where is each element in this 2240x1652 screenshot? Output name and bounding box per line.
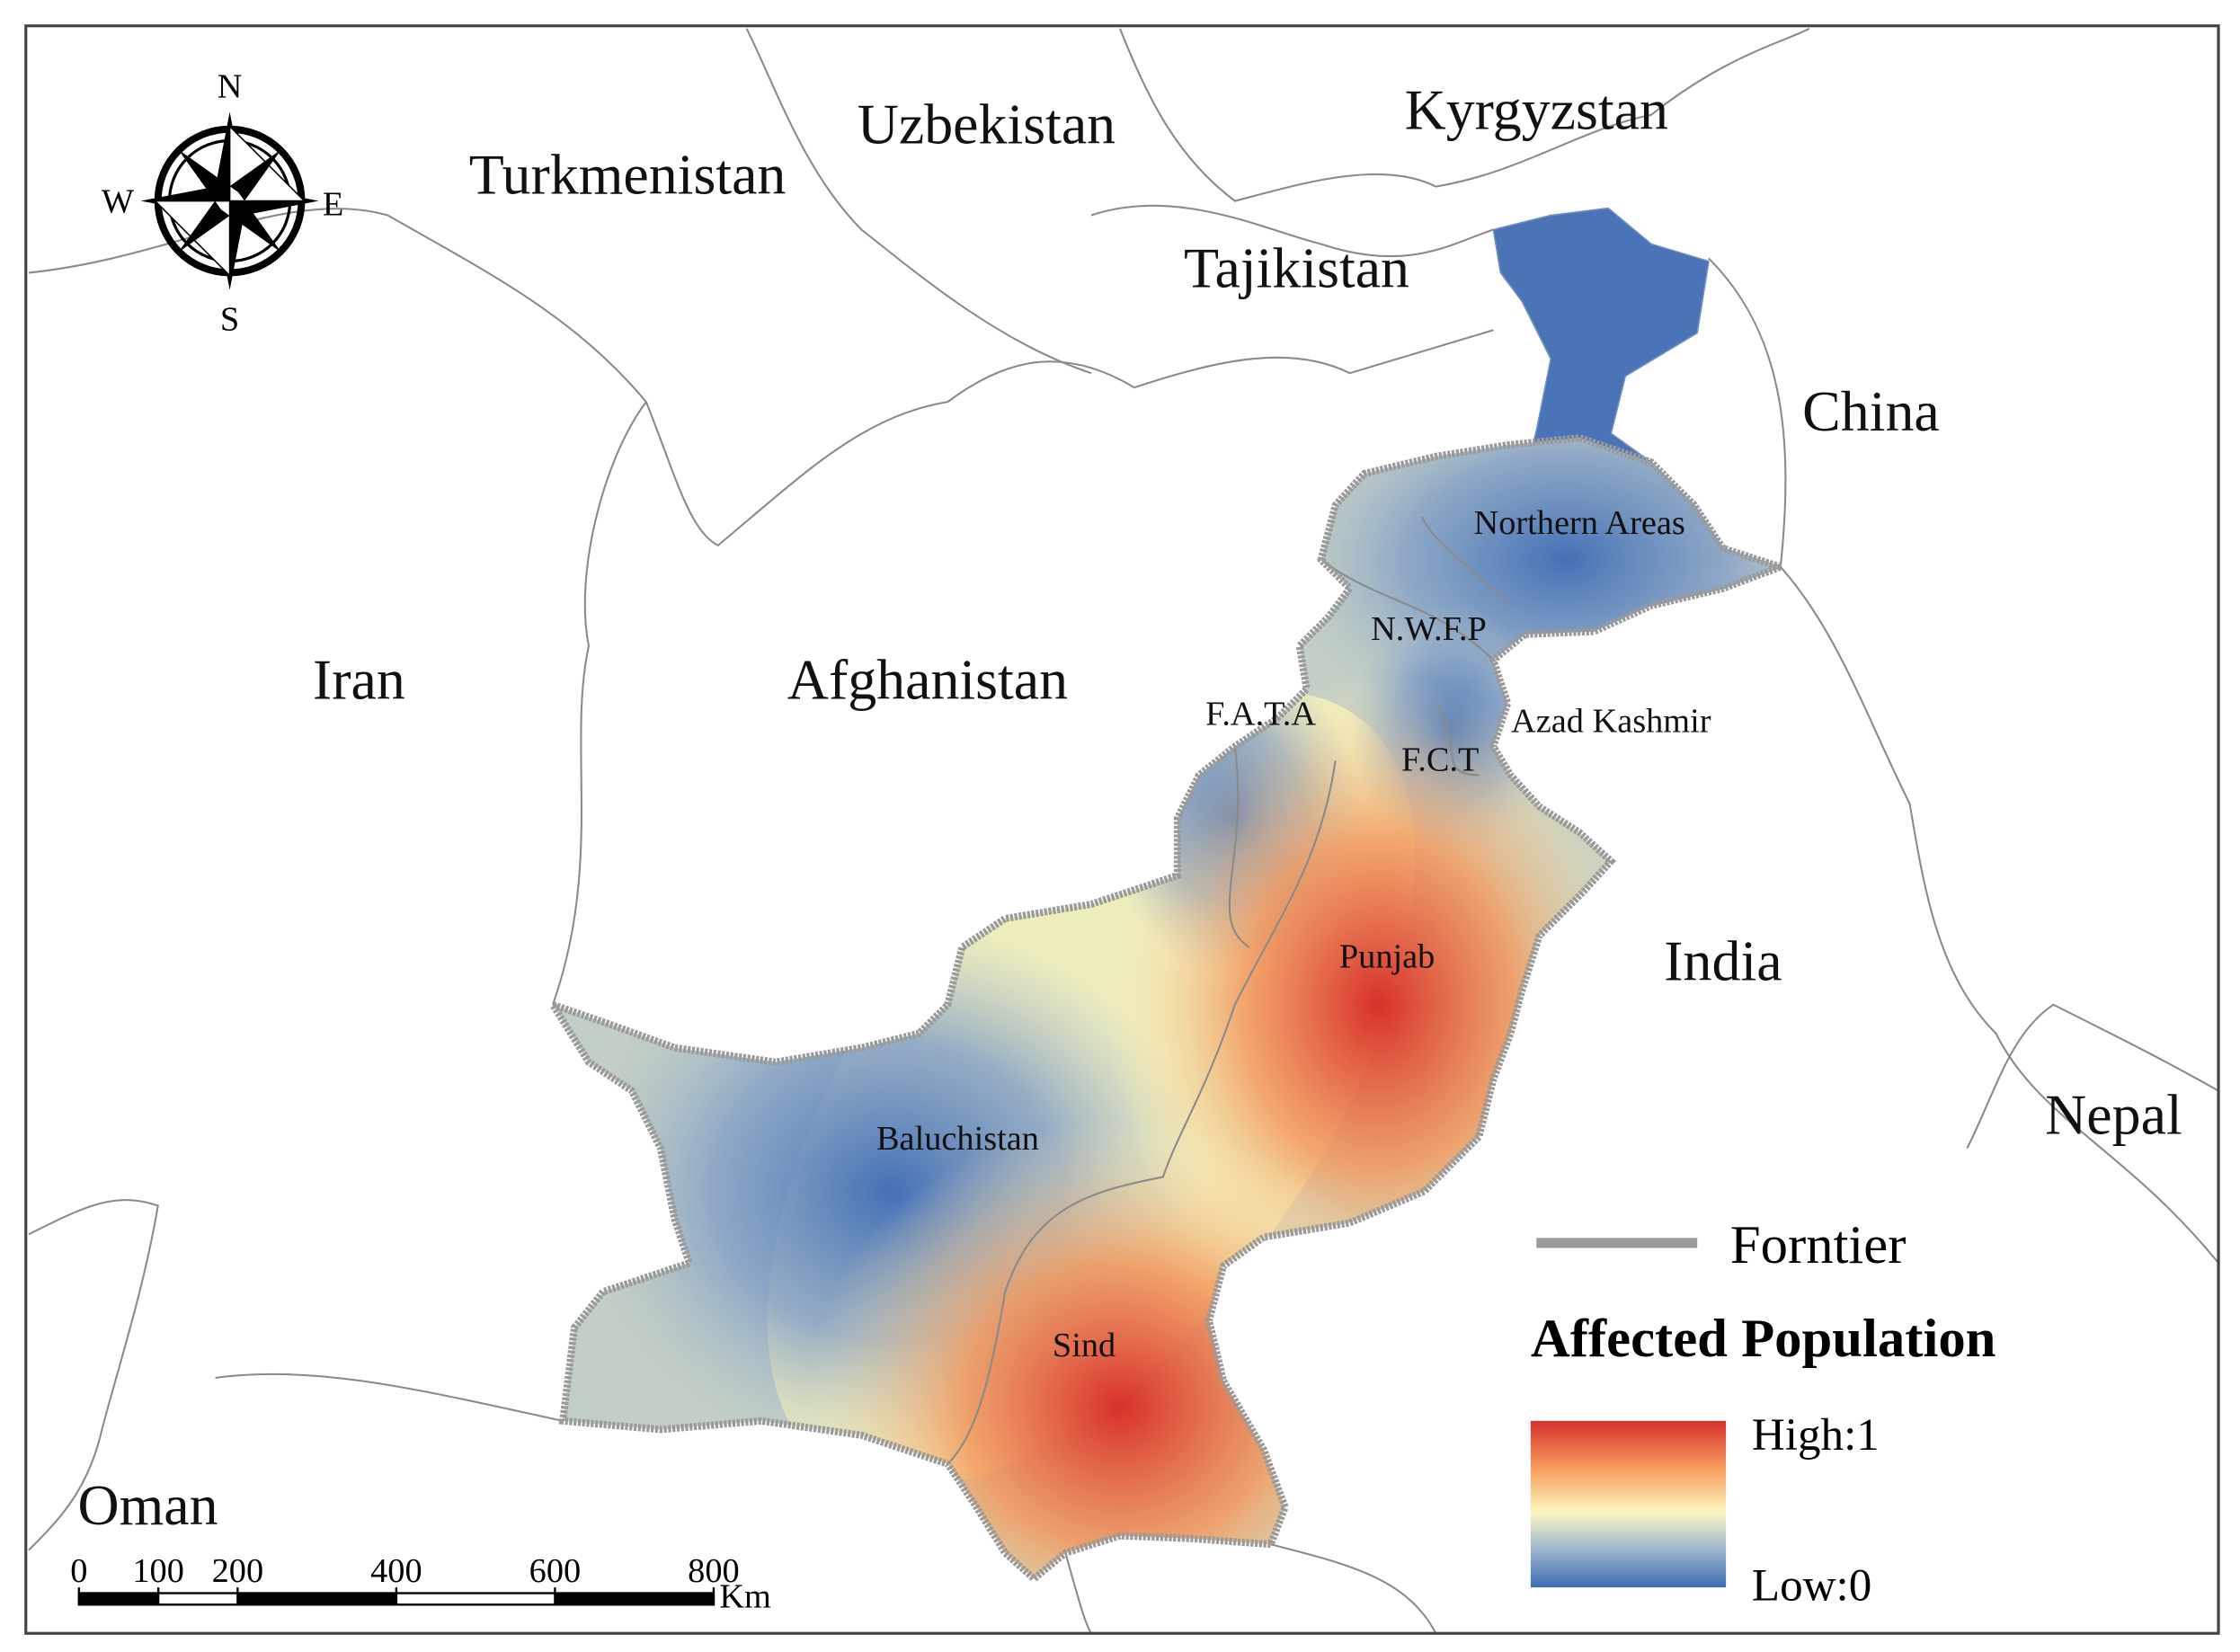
legend: Forntier Affected Population High:1 Low:… xyxy=(1530,1215,1996,1612)
compass-n: N xyxy=(218,68,243,106)
province-label: Sind xyxy=(1053,1327,1116,1364)
country-label: Afghanistan xyxy=(787,648,1068,712)
province-label: Northern Areas xyxy=(1474,504,1685,542)
scale-label: 400 xyxy=(370,1552,422,1590)
province-label: Punjab xyxy=(1339,937,1436,975)
frontier xyxy=(544,433,1791,1584)
province-label: Baluchistan xyxy=(876,1120,1039,1158)
province-label: N.W.F.P xyxy=(1371,610,1487,648)
country-label: India xyxy=(1664,929,1782,993)
scale-label: 200 xyxy=(212,1552,264,1590)
compass: N S W E xyxy=(102,68,343,339)
scale-segment xyxy=(237,1593,396,1605)
country-label: Iran xyxy=(313,648,405,712)
country-label: Turkmenistan xyxy=(469,143,787,207)
country-borders xyxy=(28,28,2219,1634)
legend-title: Affected Population xyxy=(1531,1309,1996,1369)
province-label: F.A.T.A xyxy=(1205,695,1316,733)
scale-label: 100 xyxy=(132,1552,184,1590)
legend-ramp xyxy=(1530,1420,1727,1588)
compass-e: E xyxy=(323,186,343,224)
scale-segment xyxy=(78,1593,159,1605)
country-label: China xyxy=(1802,379,1940,443)
scale-label: 800 xyxy=(688,1552,740,1590)
legend-high: High:1 xyxy=(1752,1409,1880,1461)
scale-segment xyxy=(555,1593,714,1605)
legend-frontier: Forntier xyxy=(1730,1215,1907,1275)
country-label: Oman xyxy=(77,1473,218,1537)
compass-s: S xyxy=(220,300,239,338)
country-label: Nepal xyxy=(2045,1083,2182,1147)
province-borders xyxy=(947,516,1509,1465)
province-label: F.C.T xyxy=(1401,742,1479,779)
scale-label: 0 xyxy=(70,1552,87,1590)
country-label: Uzbekistan xyxy=(858,93,1116,156)
province-label: Azad Kashmir xyxy=(1511,702,1711,740)
frame xyxy=(24,24,2220,1635)
country-label: Kyrgyzstan xyxy=(1405,78,1668,142)
scale-unit: Km xyxy=(719,1578,771,1616)
legend-low: Low:0 xyxy=(1752,1560,1871,1612)
compass-w: W xyxy=(102,182,135,220)
scale-label: 600 xyxy=(529,1552,582,1590)
country-label: Tajikistan xyxy=(1184,235,1409,299)
